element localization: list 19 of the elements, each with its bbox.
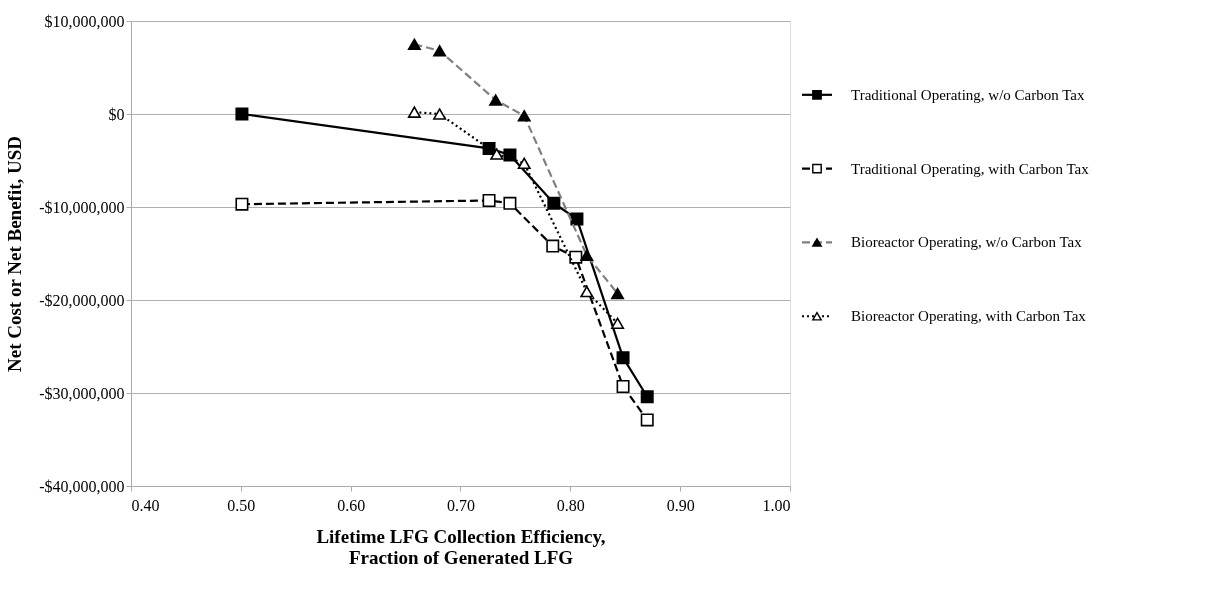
legend-label: Bioreactor Operating, with Carbon Tax [851,308,1087,325]
y-tick-label: -$30,000,000 [39,384,125,402]
x-tick-label: 0.90 [666,496,695,514]
legend-label: Traditional Operating, with Carbon Tax [851,160,1090,177]
x-tick-label: 0.50 [227,496,256,514]
y-tick-label: $10,000,000 [44,12,125,30]
x-tick-label: 0.40 [131,496,160,514]
x-axis-title: Lifetime LFG Collection Efficiency, Fraction of Generated LFG [316,525,606,568]
y-tick-label: -$10,000,000 [39,198,125,216]
x-tick-label: 0.60 [337,496,366,514]
y-axis-title: Net Cost or Net Benefit, USD [4,135,26,373]
y-tick-label: $0 [108,105,125,123]
legend-label: Bioreactor Operating, w/o Carbon Tax [851,234,1083,251]
x-tick-label: 0.80 [556,496,585,514]
x-tick-label: 0.70 [447,496,475,514]
x-tick-label: 1.00 [762,496,791,514]
y-tick-label: -$20,000,000 [39,291,125,309]
legend-label: Traditional Operating, w/o Carbon Tax [851,86,1085,103]
y-tick-label: -$40,000,000 [39,477,125,495]
